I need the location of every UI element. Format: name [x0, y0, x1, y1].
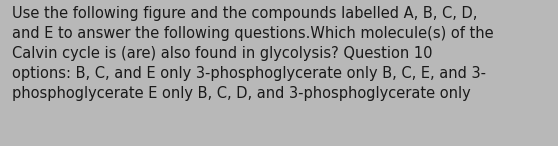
- Text: Use the following figure and the compounds labelled A, B, C, D,
and E to answer : Use the following figure and the compoun…: [12, 6, 494, 101]
